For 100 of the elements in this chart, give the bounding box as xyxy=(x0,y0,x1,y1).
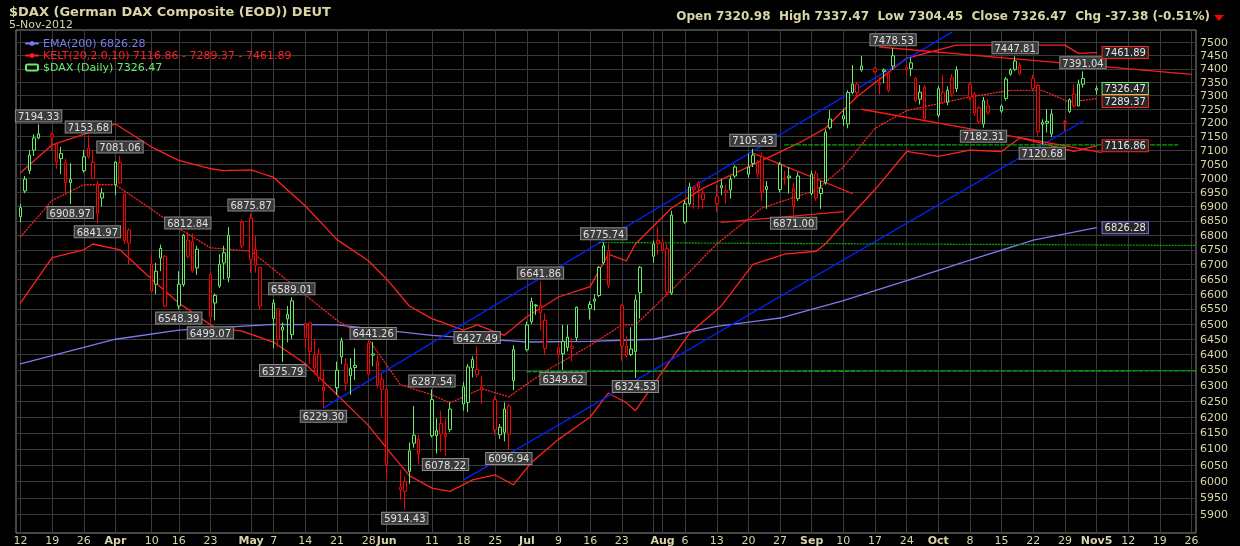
y-tick-label: 7050 xyxy=(1200,157,1228,171)
candlestick xyxy=(308,321,312,365)
annotation: 6841.97 xyxy=(76,226,119,238)
y-tick-label: 7350 xyxy=(1200,75,1228,89)
y-tick-label: 6750 xyxy=(1200,243,1228,257)
y-tick-label: 7250 xyxy=(1200,102,1228,116)
candlestick xyxy=(59,146,63,175)
annotation: 6427.49 xyxy=(456,332,498,344)
y-tick-label: 6200 xyxy=(1200,410,1228,424)
annotation: 6548.39 xyxy=(158,312,200,324)
candlestick xyxy=(715,184,719,213)
candlestick xyxy=(340,337,343,365)
candlestick xyxy=(1004,76,1008,102)
y-tick-label: 6600 xyxy=(1200,287,1228,301)
candlestick xyxy=(1063,119,1067,132)
x-tick-label: 11 xyxy=(424,534,439,546)
annotation: 7326.47 xyxy=(1104,83,1146,95)
candlestick xyxy=(507,403,511,451)
annotation: 6589.01 xyxy=(271,283,313,295)
annotation: 6641.86 xyxy=(519,268,562,280)
x-tick-label: 25 xyxy=(488,534,503,546)
x-tick-label: 16 xyxy=(583,534,598,546)
candlestick xyxy=(335,361,339,396)
annotation: 7478.53 xyxy=(872,34,914,46)
candlestick xyxy=(543,312,547,356)
candlestick xyxy=(878,76,881,96)
candlestick xyxy=(824,128,827,186)
candlestick xyxy=(525,321,529,352)
annotation: 6096.94 xyxy=(488,453,530,465)
candlestick xyxy=(909,57,913,77)
candlestick xyxy=(512,344,515,391)
x-tick-label: 29 xyxy=(1057,534,1072,546)
x-tick-label: 13 xyxy=(709,534,724,546)
candlestick xyxy=(249,212,253,274)
annotation: 6871.00 xyxy=(772,218,815,230)
candlestick xyxy=(561,324,565,371)
candlestick xyxy=(720,178,723,196)
x-tick-label: 8 xyxy=(966,534,974,546)
annotation: 7461.89 xyxy=(1104,47,1146,59)
annotation: 7194.33 xyxy=(17,110,60,122)
annotation: 6441.26 xyxy=(352,328,394,340)
candlestick xyxy=(69,162,72,205)
y-tick-label: 6000 xyxy=(1200,475,1228,489)
y-tick-label: 7000 xyxy=(1200,171,1228,185)
candlestick xyxy=(23,175,27,194)
x-tick-label: 21 xyxy=(330,534,344,546)
legend-label: EMA(200) 6826.28 xyxy=(43,37,146,50)
annotation: 5914.43 xyxy=(384,513,426,525)
y-tick-label: 6250 xyxy=(1200,394,1228,408)
line-series xyxy=(19,227,1098,365)
x-tick-label: 27 xyxy=(773,534,788,546)
candlestick xyxy=(240,218,244,249)
x-tick-label: Oct xyxy=(927,534,949,546)
x-tick-label: 26 xyxy=(1184,534,1199,546)
y-tick-label: 7200 xyxy=(1200,116,1228,130)
candlestick xyxy=(607,243,610,289)
annotation: 7120.68 xyxy=(1021,148,1063,160)
x-tick-label: 12 xyxy=(1121,534,1136,546)
annotation: 6826.28 xyxy=(1104,222,1146,234)
candlestick xyxy=(408,442,411,485)
candlestick xyxy=(91,149,95,180)
y-tick-label: 7300 xyxy=(1200,89,1228,103)
x-tick-label: Sep xyxy=(800,534,824,546)
x-tick-label: Aug xyxy=(650,534,675,546)
candlestick xyxy=(747,153,750,179)
annotation: 6908.97 xyxy=(49,207,91,219)
line-series xyxy=(19,89,1098,404)
candlestick xyxy=(724,184,728,205)
x-tick-label: 23 xyxy=(203,534,218,546)
annotation: 7289.37 xyxy=(1104,96,1146,108)
candlestick xyxy=(891,47,895,71)
candlestick xyxy=(620,303,624,362)
y-tick-label: 6900 xyxy=(1200,200,1228,214)
candlestick xyxy=(588,300,592,321)
y-tick-label: 6850 xyxy=(1200,214,1228,228)
y-tick-label: 6100 xyxy=(1200,442,1228,456)
candlestick xyxy=(602,241,605,265)
annotation: 6229.30 xyxy=(302,411,345,423)
candlestick xyxy=(322,368,325,409)
x-tick-label: 24 xyxy=(899,534,914,546)
candlestick xyxy=(50,131,54,151)
y-tick-label: 6700 xyxy=(1200,257,1228,271)
x-tick-label: 15 xyxy=(994,534,1009,546)
candlestick xyxy=(28,149,31,175)
annotation: 6349.62 xyxy=(542,373,584,385)
y-tick-label: 7450 xyxy=(1200,49,1228,63)
annotation: 7182.31 xyxy=(962,131,1005,143)
candlestick xyxy=(218,253,221,289)
candlestick xyxy=(575,306,578,342)
candlestick xyxy=(1013,55,1017,72)
y-tick-label: 7500 xyxy=(1200,36,1228,50)
candlestick xyxy=(828,109,832,130)
y-tick-label: 7150 xyxy=(1200,130,1228,144)
x-tick-label: May xyxy=(238,534,264,546)
annotation: 7447.81 xyxy=(994,42,1036,54)
candlestick xyxy=(597,265,601,298)
y-tick-label: 6450 xyxy=(1200,332,1228,346)
annotation: 7116.86 xyxy=(1104,140,1146,152)
y-tick-label: 6500 xyxy=(1200,317,1228,331)
y-tick-label: 6350 xyxy=(1200,363,1228,377)
